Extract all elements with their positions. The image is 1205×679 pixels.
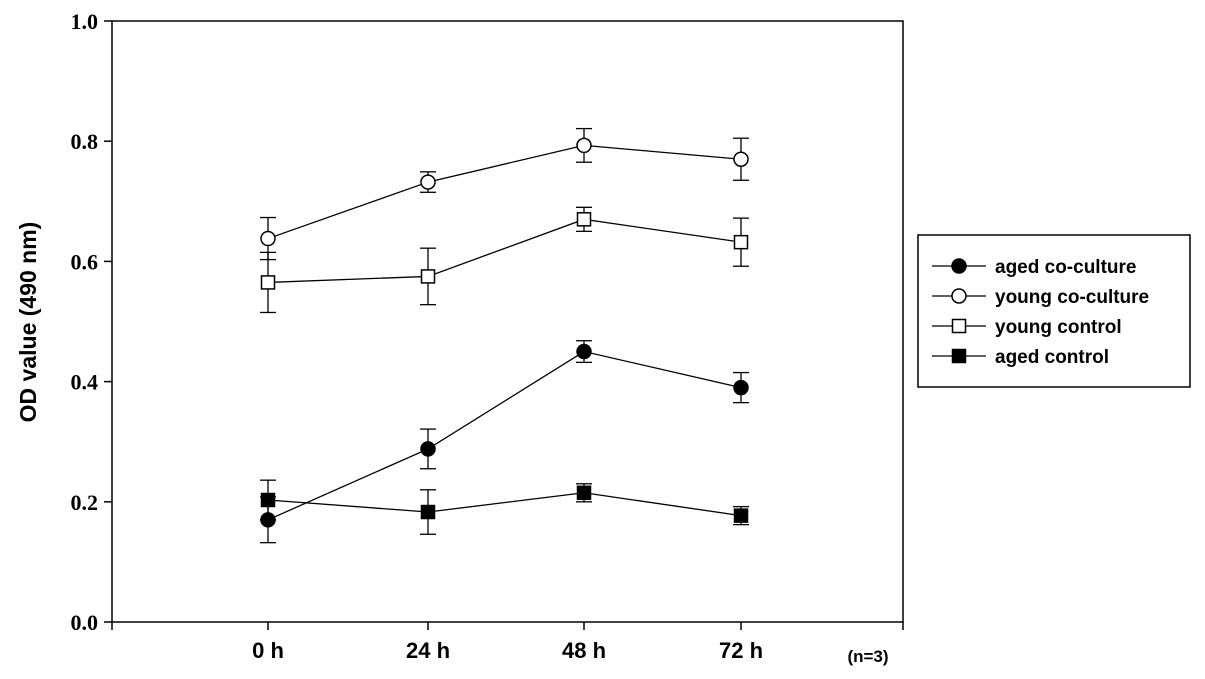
legend-label: aged control <box>995 347 1109 368</box>
x-tick-label: 24 h <box>406 638 450 663</box>
data-point <box>420 504 436 520</box>
y-axis-label: OD value (490 nm) <box>15 222 41 423</box>
data-point <box>733 151 749 167</box>
data-point <box>420 441 436 457</box>
data-point <box>733 379 749 396</box>
data-point <box>576 137 592 154</box>
data-point <box>260 275 276 290</box>
y-tick-label: 1.0 <box>71 9 99 34</box>
data-point <box>260 492 276 508</box>
y-tick-label: 0.6 <box>71 249 99 274</box>
legend-marker <box>951 348 967 364</box>
legend-label: young control <box>995 317 1122 338</box>
legend-marker <box>951 258 967 274</box>
data-point <box>733 234 749 250</box>
data-point <box>420 174 436 190</box>
y-axis-ticks: 0.0 0.2 0.4 0.6 0.8 1.0 <box>71 9 112 635</box>
x-tick-label: 48 h <box>562 638 606 663</box>
legend: aged co-culture young co-culture young con… <box>917 234 1191 388</box>
series-line <box>267 350 742 521</box>
legend-label: aged co-culture <box>995 257 1136 278</box>
series-line <box>267 144 742 240</box>
y-tick-label: 0.4 <box>71 370 99 395</box>
series-young-control <box>260 206 749 314</box>
data-point <box>733 508 749 523</box>
legend-marker <box>951 318 967 334</box>
data-point <box>576 485 592 501</box>
legend-marker <box>951 288 967 304</box>
data-point <box>420 269 436 284</box>
series-aged-control <box>260 479 749 535</box>
sample-size-note: (n=3) <box>847 647 888 666</box>
chart-axes <box>111 20 904 623</box>
x-axis-ticks: 0 h 24 h 48 h 72 h <box>111 622 904 663</box>
data-point <box>576 212 592 227</box>
data-point <box>576 343 592 360</box>
series-young-co-culture <box>260 127 749 261</box>
series-aged-co-culture <box>260 340 749 544</box>
data-point <box>260 230 276 247</box>
plot-area <box>260 127 749 544</box>
series-line <box>267 218 742 284</box>
series-line <box>267 492 742 517</box>
y-tick-label: 0.8 <box>71 129 99 154</box>
x-tick-label: 0 h <box>252 638 284 663</box>
plot-frame <box>111 20 904 623</box>
y-tick-label: 0.2 <box>71 490 99 515</box>
y-tick-label: 0.0 <box>71 610 99 635</box>
x-tick-label: 72 h <box>719 638 763 663</box>
legend-label: young co-culture <box>995 287 1149 308</box>
